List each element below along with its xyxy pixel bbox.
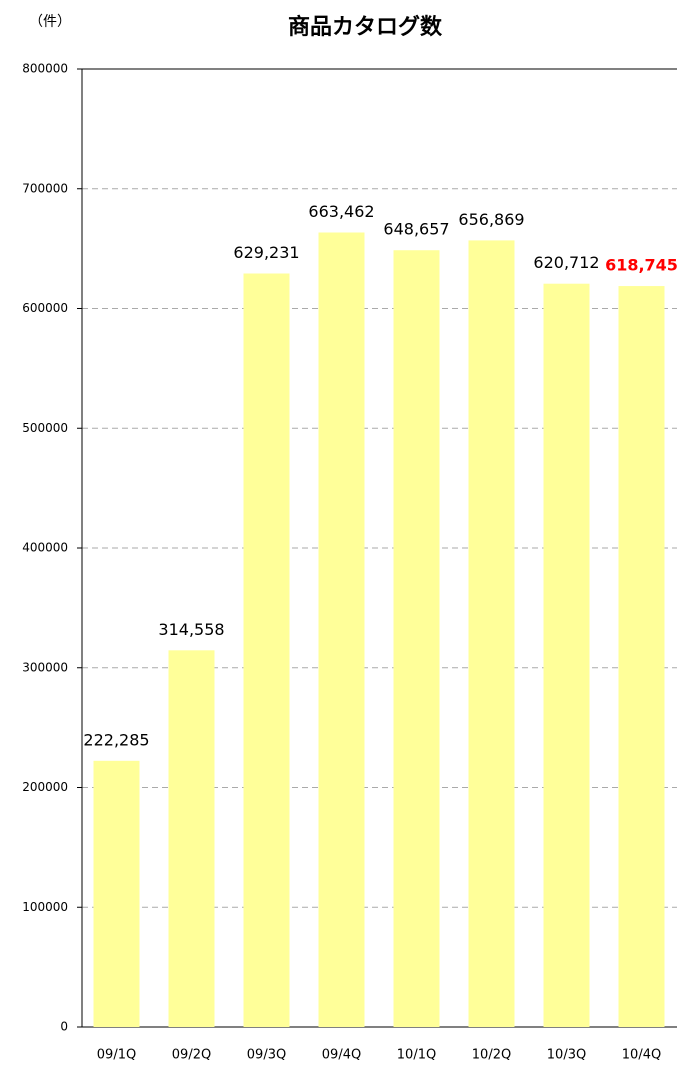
x-tick-label: 09/2Q [172,1048,211,1063]
value-label: 648,657 [383,220,449,239]
y-tick-label: 100000 [22,900,68,914]
bar [618,286,665,1027]
value-label: 656,869 [458,210,524,229]
bar [243,273,290,1028]
y-tick-label: 500000 [22,421,68,435]
value-label: 663,462 [308,202,374,221]
bar [543,283,590,1027]
value-label: 222,285 [83,730,149,749]
value-label: 629,231 [233,243,299,262]
x-tick-label: 09/1Q [97,1048,136,1063]
bar [93,760,140,1027]
y-tick-label: 200000 [22,780,68,794]
y-axis-label: （件） [29,14,71,30]
y-tick-label: 600000 [22,301,68,315]
x-tick-label: 10/3Q [547,1048,586,1063]
bar [318,232,365,1027]
x-tick-label: 09/4Q [322,1048,361,1063]
x-tick-label: 10/4Q [622,1048,661,1063]
y-tick-label: 400000 [22,541,68,555]
value-label: 618,745 [605,256,678,275]
y-tick-label: 800000 [22,62,68,76]
value-label: 314,558 [158,620,224,639]
bar [168,650,215,1027]
chart-title: 商品カタログ数 [288,14,443,40]
value-label: 620,712 [533,253,599,272]
x-tick-label: 09/3Q [247,1048,286,1063]
x-tick-label: 10/2Q [472,1048,511,1063]
bar [468,240,515,1028]
y-tick-label: 700000 [22,181,68,195]
y-tick-label: 300000 [22,660,68,674]
y-tick-label: 0 [60,1020,68,1034]
x-tick-label: 10/1Q [397,1048,436,1063]
bar [393,250,440,1027]
